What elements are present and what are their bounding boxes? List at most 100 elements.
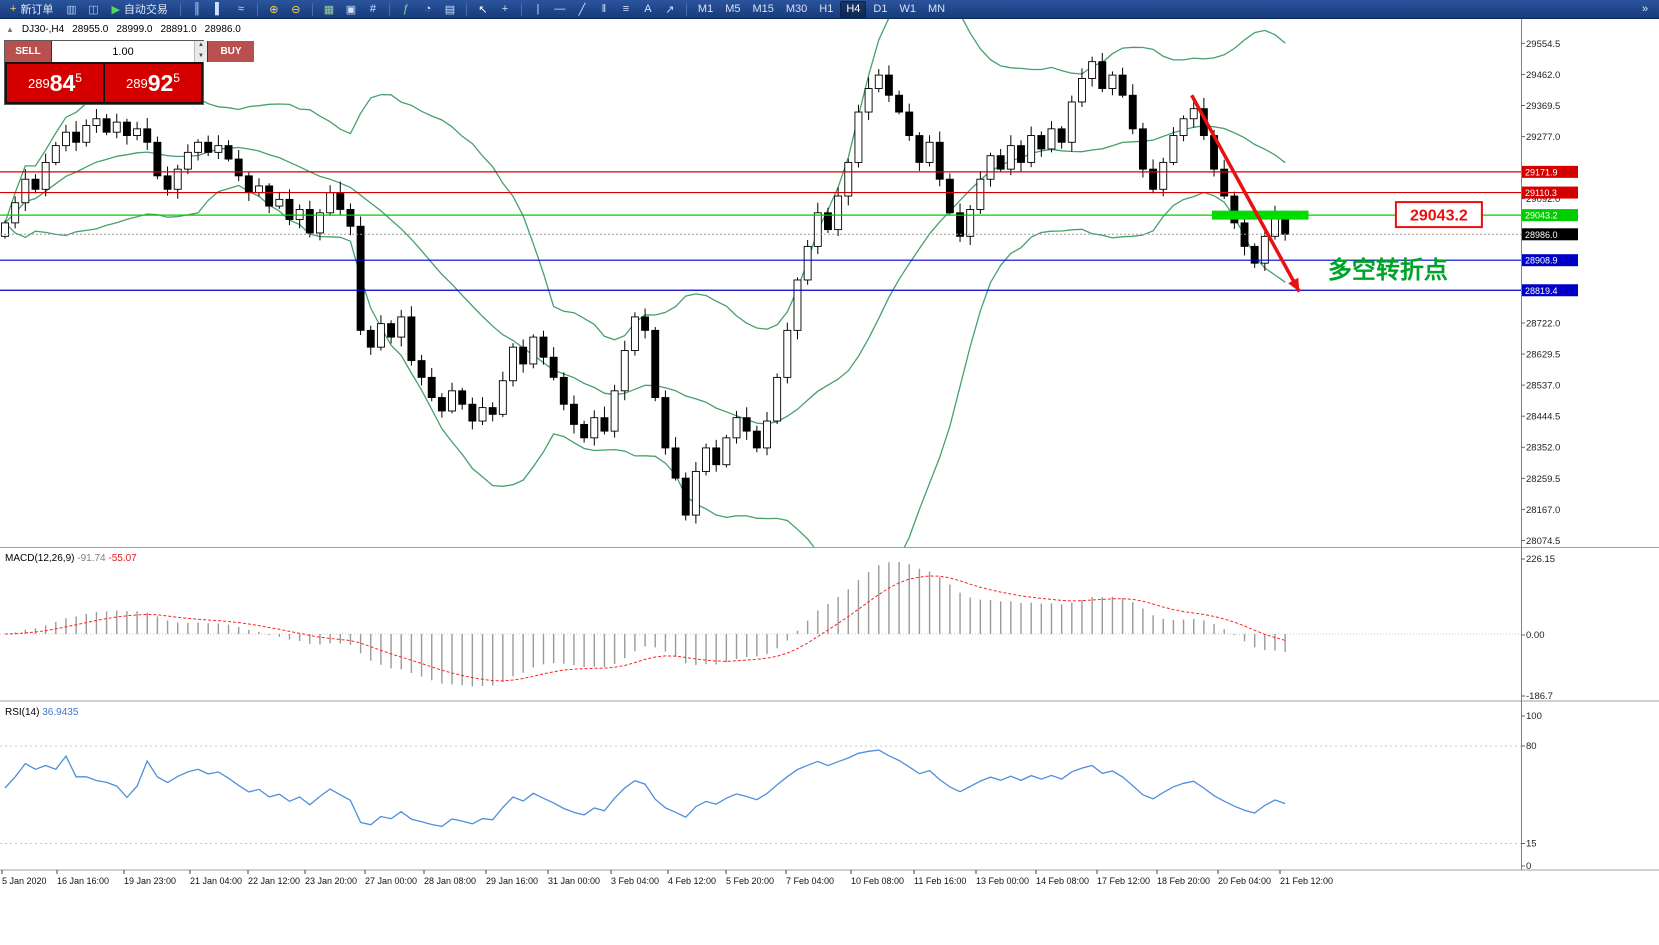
vertical-line-icon[interactable]: | [528,1,548,18]
trendline-icon-glyph: ╱ [578,3,586,16]
timeframe-m15[interactable]: M15 [752,2,774,15]
buy-button[interactable]: BUY [208,41,254,62]
buy-button-label: BUY [220,46,242,57]
bollinger-lower-band [4,184,1286,547]
text-label-icon-glyph: A [644,3,652,15]
timeframe-m30[interactable]: M30 [785,2,808,15]
zoom-out-icon[interactable]: ⊖ [286,1,306,18]
svg-text:100: 100 [1526,711,1542,722]
volume-input[interactable] [52,41,194,62]
svg-text:29462.0: 29462.0 [1526,70,1560,81]
svg-text:0: 0 [1526,861,1531,872]
sell-button[interactable]: SELL [5,41,51,62]
svg-text:28444.5: 28444.5 [1526,412,1560,423]
market-watch-icon[interactable]: ▥ [61,1,81,18]
level-lines [0,171,1521,291]
toolbar-separator [685,2,687,16]
bar-chart-icon-glyph: ║ [193,3,201,15]
trend-arrow-line[interactable] [1190,94,1301,293]
horizontal-line-icon[interactable]: — [550,1,570,18]
toolbar-separator [388,2,390,16]
indicators-icon-glyph: ƒ [402,3,409,15]
bar-chart-icon[interactable]: ║ [187,1,207,18]
zoom-in-icon[interactable]: ⊕ [264,1,284,18]
candlestick-chart-icon[interactable]: ▌ [209,1,229,18]
tile-windows-icon-glyph: ▦ [323,3,335,16]
periods-icon-glyph: ◔ [424,3,432,15]
vertical-line-icon-glyph: | [536,3,540,15]
svg-text:0.00: 0.00 [1526,630,1545,641]
svg-text:31 Jan 00:00: 31 Jan 00:00 [548,876,600,886]
svg-text:5 Feb 20:00: 5 Feb 20:00 [726,876,774,886]
cascade-windows-icon[interactable]: ▣ [341,1,361,18]
zoom-out-icon-glyph: ⊖ [291,3,301,16]
buy-price-box[interactable]: 289 92 5 [105,64,201,102]
svg-text:3 Feb 04:00: 3 Feb 04:00 [611,876,659,886]
periods-icon[interactable]: ◔ [418,1,438,18]
toolbar-overflow-icon[interactable]: » [1641,3,1649,15]
trendline-icon[interactable]: ╱ [572,1,592,18]
timeframe-h4[interactable]: H4 [840,0,867,18]
svg-text:28537.0: 28537.0 [1526,381,1560,392]
timeframe-d1[interactable]: D1 [873,2,888,15]
rsi-value: 36.9435 [42,707,79,718]
channel-icon[interactable]: ‖ [594,1,614,18]
arrow-objects-icon-glyph: ↗ [665,3,675,16]
sell-button-label: SELL [15,46,41,57]
auto-trading-button[interactable]: ▶ 自动交易 [105,1,173,18]
arrow-objects-icon[interactable]: ↗ [660,1,680,18]
toolbar-separator [179,2,181,16]
timeframe-m5[interactable]: M5 [725,2,741,15]
cursor-icon[interactable]: ↖ [473,1,493,18]
svg-text:29554.5: 29554.5 [1526,39,1560,50]
svg-text:28819.4: 28819.4 [1525,286,1558,296]
svg-text:28629.5: 28629.5 [1526,350,1560,361]
time-axis: 5 Jan 2020 16 Jan 16:00 19 Jan 23:00 21 Jan… [1,870,1333,886]
svg-text:28908.9: 28908.9 [1525,256,1558,266]
sell-price-pips: 84 [49,69,76,96]
svg-text:18 Feb 20:00: 18 Feb 20:00 [1157,876,1210,886]
svg-text:14 Feb 08:00: 14 Feb 08:00 [1036,876,1089,886]
price-tag[interactable]: 29043.2 [1394,201,1483,229]
buy-price-frac: 5 [173,70,180,85]
toolbar-separator [311,2,313,16]
grid-toggle-icon-glyph: # [369,3,376,15]
volume-decrease-button[interactable]: ▼ [195,51,207,62]
timeframe-h1[interactable]: H1 [819,2,834,15]
svg-text:28986.0: 28986.0 [1525,230,1558,240]
crosshair-icon[interactable]: + [495,1,515,18]
timeframe-w1[interactable]: W1 [899,2,916,15]
cascade-windows-icon-glyph: ▣ [345,3,357,16]
candlestick-chart-icon-glyph: ▌ [215,3,223,15]
svg-text:29369.5: 29369.5 [1526,101,1560,112]
rsi-line [4,749,1286,828]
new-order-glyph: + [10,3,17,15]
text-label-icon[interactable]: A [638,1,658,18]
grid-toggle-icon[interactable]: # [363,1,383,18]
volume-increase-button[interactable]: ▲ [195,41,207,52]
indicators-icon[interactable]: ƒ [396,1,416,18]
sell-price-box[interactable]: 289 84 5 [7,64,103,102]
line-chart-icon[interactable]: ≈ [231,1,251,18]
quote-panel-toggle-icon[interactable]: ▲ [6,25,14,34]
svg-text:23 Jan 20:00: 23 Jan 20:00 [305,876,357,886]
svg-text:28074.5: 28074.5 [1526,536,1560,547]
channel-icon-glyph: ‖ [601,3,607,15]
price-chip-28819.4: 28819.4 [1522,284,1578,297]
new-order-button[interactable]: + 新订单 [4,1,59,18]
data-window-icon[interactable]: ◫ [83,1,103,18]
svg-text:28722.0: 28722.0 [1526,318,1560,329]
chart-svg[interactable]: 29554.5 29462.0 29369.5 29277.0 29092.0 28722… [0,18,1659,945]
price-chip-29171.9: 29171.9 [1522,165,1578,178]
price-chip-29043.2: 29043.2 [1522,209,1578,222]
toolbar-separator [256,2,258,16]
timeframe-mn[interactable]: MN [927,2,946,15]
fibonacci-icon[interactable]: ≡ [616,1,636,18]
new-order-button-label: 新订单 [20,4,54,16]
svg-text:28352.0: 28352.0 [1526,443,1560,454]
tile-windows-icon[interactable]: ▦ [319,1,339,18]
templates-icon[interactable]: ▤ [440,1,460,18]
timeframe-m1[interactable]: M1 [697,2,714,15]
svg-text:29043.2: 29043.2 [1410,208,1468,225]
